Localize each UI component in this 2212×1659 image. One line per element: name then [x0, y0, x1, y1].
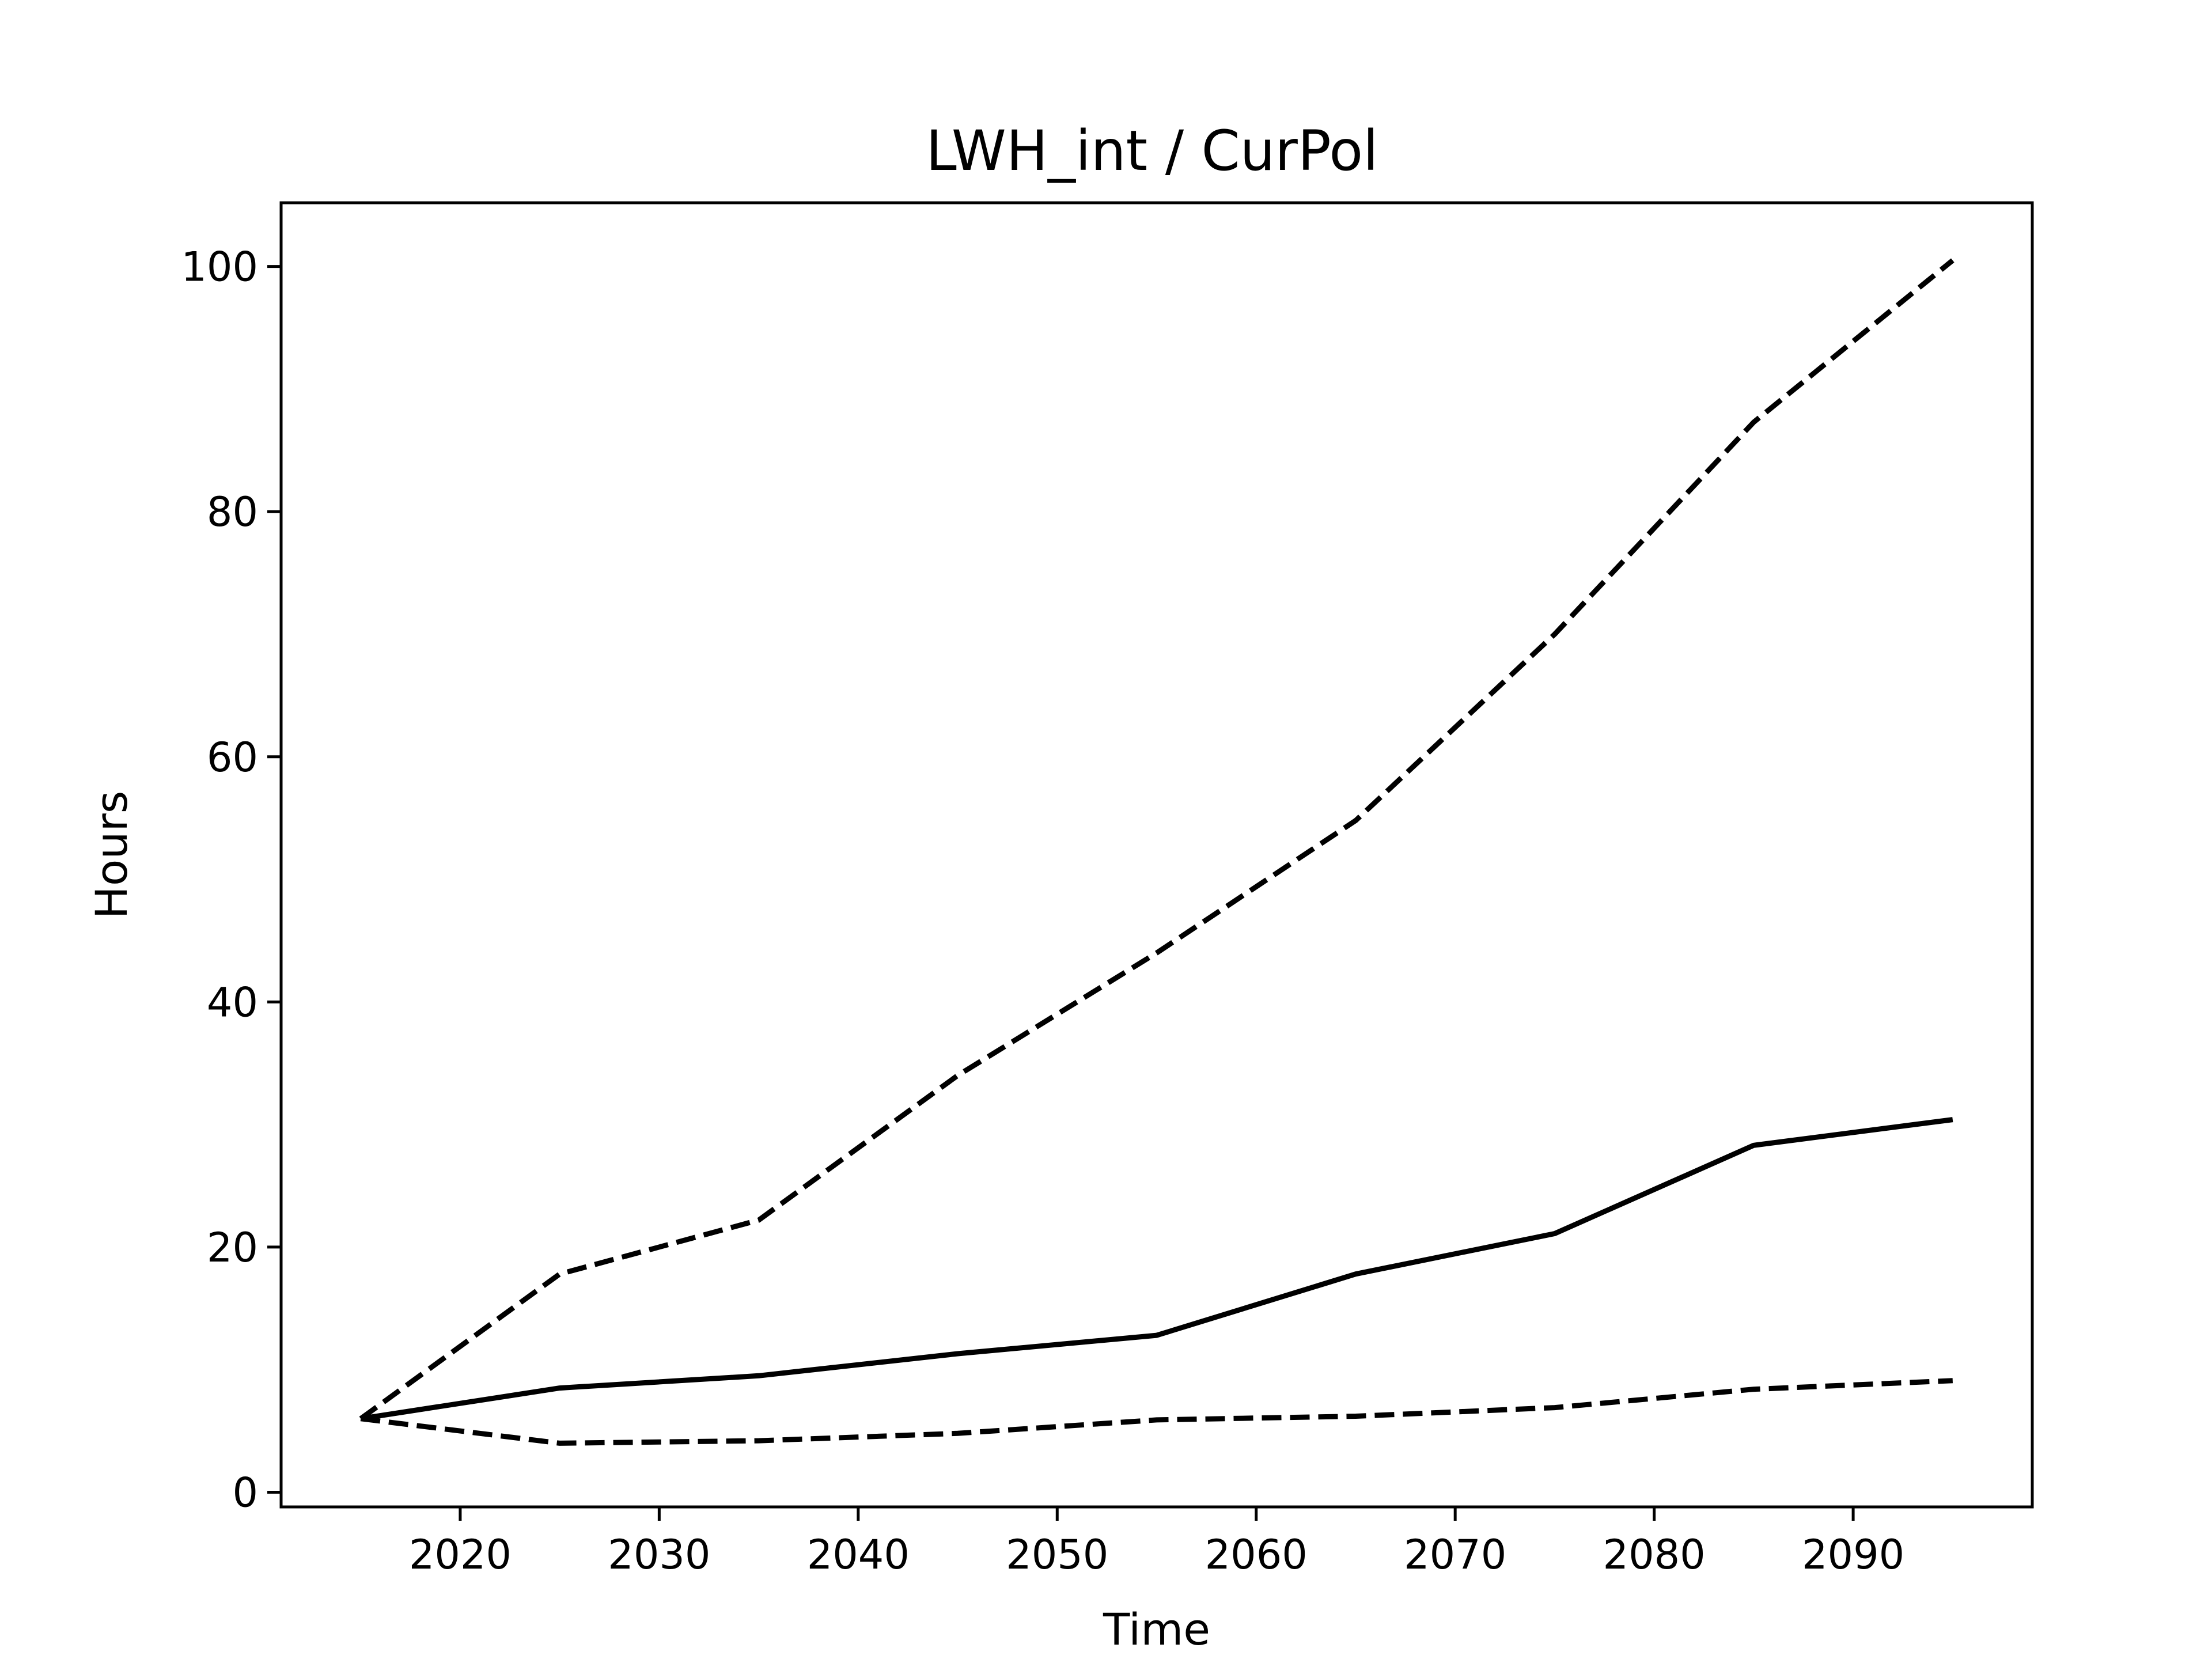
series-line-1	[359, 258, 1955, 1421]
series-layer	[359, 258, 1955, 1446]
y-tick-label: 20	[207, 1224, 258, 1271]
chart-title: LWH_int / CurPol	[926, 119, 1378, 183]
x-axis-label: Time	[1103, 1604, 1210, 1655]
plot-frame	[279, 201, 2034, 1509]
x-tick-label: 2050	[1006, 1531, 1108, 1578]
x-tick-label: 2020	[409, 1531, 512, 1578]
x-tick-label: 2040	[807, 1531, 910, 1578]
y-axis-ticks: 0 20 40 60 80 100	[181, 244, 281, 1516]
series-line-2	[360, 1117, 1953, 1422]
x-tick-label: 2070	[1404, 1531, 1506, 1578]
y-axis-label: Hours	[86, 791, 137, 919]
x-axis-ticks: 2020 2030 2040 2050 2060 2070 2080 2090	[409, 1507, 1904, 1578]
x-tick-label: 2080	[1603, 1531, 1706, 1578]
y-tick-label: 0	[232, 1469, 258, 1516]
x-tick-label: 2060	[1205, 1531, 1308, 1578]
y-tick-label: 40	[207, 979, 258, 1026]
y-tick-label: 80	[207, 488, 258, 536]
x-tick-label: 2030	[608, 1531, 710, 1578]
series-line-3	[360, 1378, 1953, 1446]
x-tick-label: 2090	[1802, 1531, 1904, 1578]
y-tick-label: 100	[181, 244, 258, 291]
y-tick-label: 60	[207, 734, 258, 781]
